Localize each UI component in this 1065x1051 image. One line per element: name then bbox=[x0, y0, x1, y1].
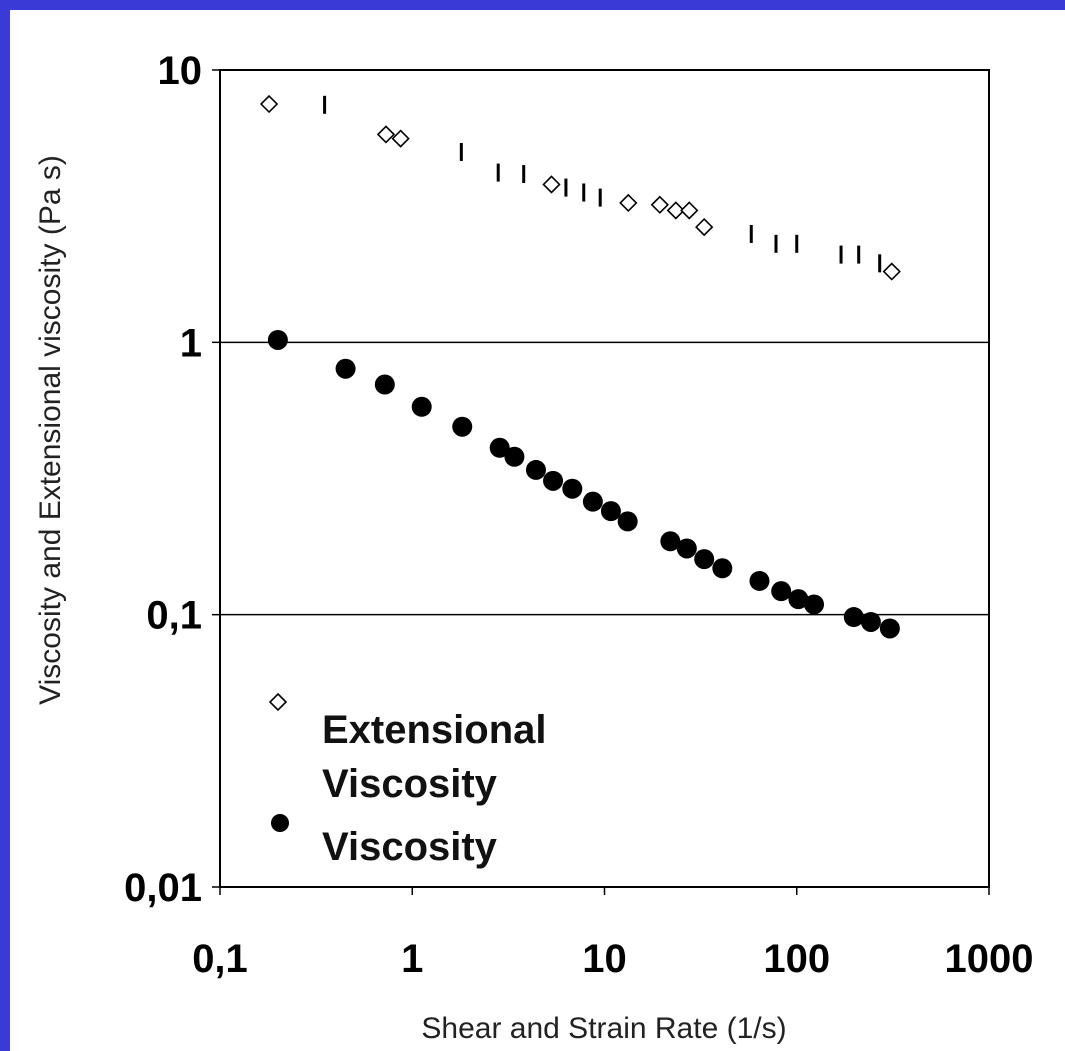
extensional-viscosity-bar-point bbox=[795, 234, 799, 253]
data-marks bbox=[259, 94, 901, 639]
extensional-viscosity-bar-point bbox=[323, 95, 327, 114]
extensional-viscosity-bar-point bbox=[496, 163, 500, 182]
legend-filled-circle-marker bbox=[271, 814, 289, 832]
viscosity-point bbox=[788, 589, 809, 610]
plot-border bbox=[219, 69, 990, 888]
extensional-viscosity-bar-point bbox=[857, 245, 861, 264]
extensional-viscosity-point bbox=[391, 129, 410, 148]
viscosity-point bbox=[617, 511, 638, 532]
extensional-viscosity-point bbox=[882, 262, 901, 281]
extensional-viscosity-point bbox=[666, 201, 685, 220]
extensional-viscosity-bar-point bbox=[459, 142, 463, 161]
y-tick-label: 0,01 bbox=[124, 866, 202, 910]
viscosity-point bbox=[676, 538, 697, 559]
legend: Extensional Viscosity Viscosity bbox=[268, 692, 547, 869]
extensional-viscosity-point bbox=[619, 193, 638, 213]
extensional-viscosity-point bbox=[376, 125, 396, 144]
x-axis-title: Shear and Strain Rate (1/s) bbox=[421, 1012, 786, 1045]
viscosity-point bbox=[843, 607, 864, 628]
extensional-viscosity-bar-point bbox=[564, 178, 568, 197]
viscosity-point bbox=[525, 459, 546, 480]
viscosity-point bbox=[374, 374, 395, 395]
legend-label-viscosity: Viscosity bbox=[322, 825, 498, 869]
x-tick-label: 100 bbox=[763, 937, 830, 981]
extensional-viscosity-point bbox=[680, 201, 699, 220]
viscosity-point bbox=[879, 618, 900, 639]
viscosity-point bbox=[267, 329, 288, 350]
x-tick-label: 0,1 bbox=[192, 937, 248, 981]
legend-open-diamond-marker bbox=[268, 692, 288, 712]
extensional-viscosity-point bbox=[542, 175, 561, 194]
extensional-viscosity-bar-point bbox=[749, 224, 753, 243]
viscosity-point bbox=[562, 478, 583, 499]
x-tick-label: 10 bbox=[582, 937, 627, 981]
viscosity-point bbox=[582, 491, 603, 512]
viscosity-point bbox=[543, 470, 564, 491]
viscosity-point bbox=[335, 358, 356, 379]
plot-area bbox=[220, 70, 989, 887]
viscosity-point bbox=[411, 396, 432, 417]
viscosity-point bbox=[712, 558, 733, 579]
extensional-viscosity-point bbox=[650, 195, 669, 214]
chart-frame: 0,1 1 10 100 1000 0,01 0,1 1 10 Shear and Strai… bbox=[10, 10, 1065, 1051]
viscosity-point bbox=[600, 501, 621, 522]
viscosity-point bbox=[749, 570, 770, 591]
chart: 0,1 1 10 100 1000 0,01 0,1 1 10 Shear and Strai… bbox=[34, 49, 1033, 1045]
y-tick-label: 0,1 bbox=[146, 594, 202, 638]
extensional-viscosity-point bbox=[695, 217, 714, 237]
extensional-viscosity-bar-point bbox=[598, 188, 602, 207]
viscosity-point bbox=[694, 549, 715, 570]
y-axis-title: Viscosity and Extensional viscosity (Pa … bbox=[34, 155, 67, 705]
extensional-viscosity-bar-point bbox=[522, 165, 526, 184]
tick-marks bbox=[212, 69, 990, 895]
y-tick-labels: 0,01 0,1 1 10 bbox=[124, 49, 202, 910]
viscosity-point bbox=[860, 611, 881, 632]
viscosity-point bbox=[452, 416, 473, 437]
x-tick-label: 1 bbox=[401, 937, 423, 981]
y-tick-label: 1 bbox=[180, 321, 202, 365]
extensional-viscosity-bar-point bbox=[839, 245, 843, 264]
viscosity-point bbox=[504, 446, 525, 467]
x-tick-label: 1000 bbox=[945, 937, 1034, 981]
extensional-viscosity-bar-point bbox=[878, 254, 882, 273]
extensional-viscosity-point bbox=[259, 94, 279, 114]
legend-label-extensional-line2: Viscosity bbox=[322, 762, 498, 806]
viscosity-point bbox=[660, 531, 681, 552]
viscosity-point bbox=[804, 594, 825, 615]
viscosity-point bbox=[771, 581, 792, 602]
extensional-viscosity-bar-point bbox=[774, 234, 778, 253]
extensional-viscosity-bar-point bbox=[582, 183, 586, 202]
legend-label-extensional-line1: Extensional bbox=[322, 708, 547, 752]
x-tick-labels: 0,1 1 10 100 1000 bbox=[192, 937, 1033, 981]
viscosity-point bbox=[489, 437, 510, 458]
y-tick-label: 10 bbox=[158, 49, 203, 93]
